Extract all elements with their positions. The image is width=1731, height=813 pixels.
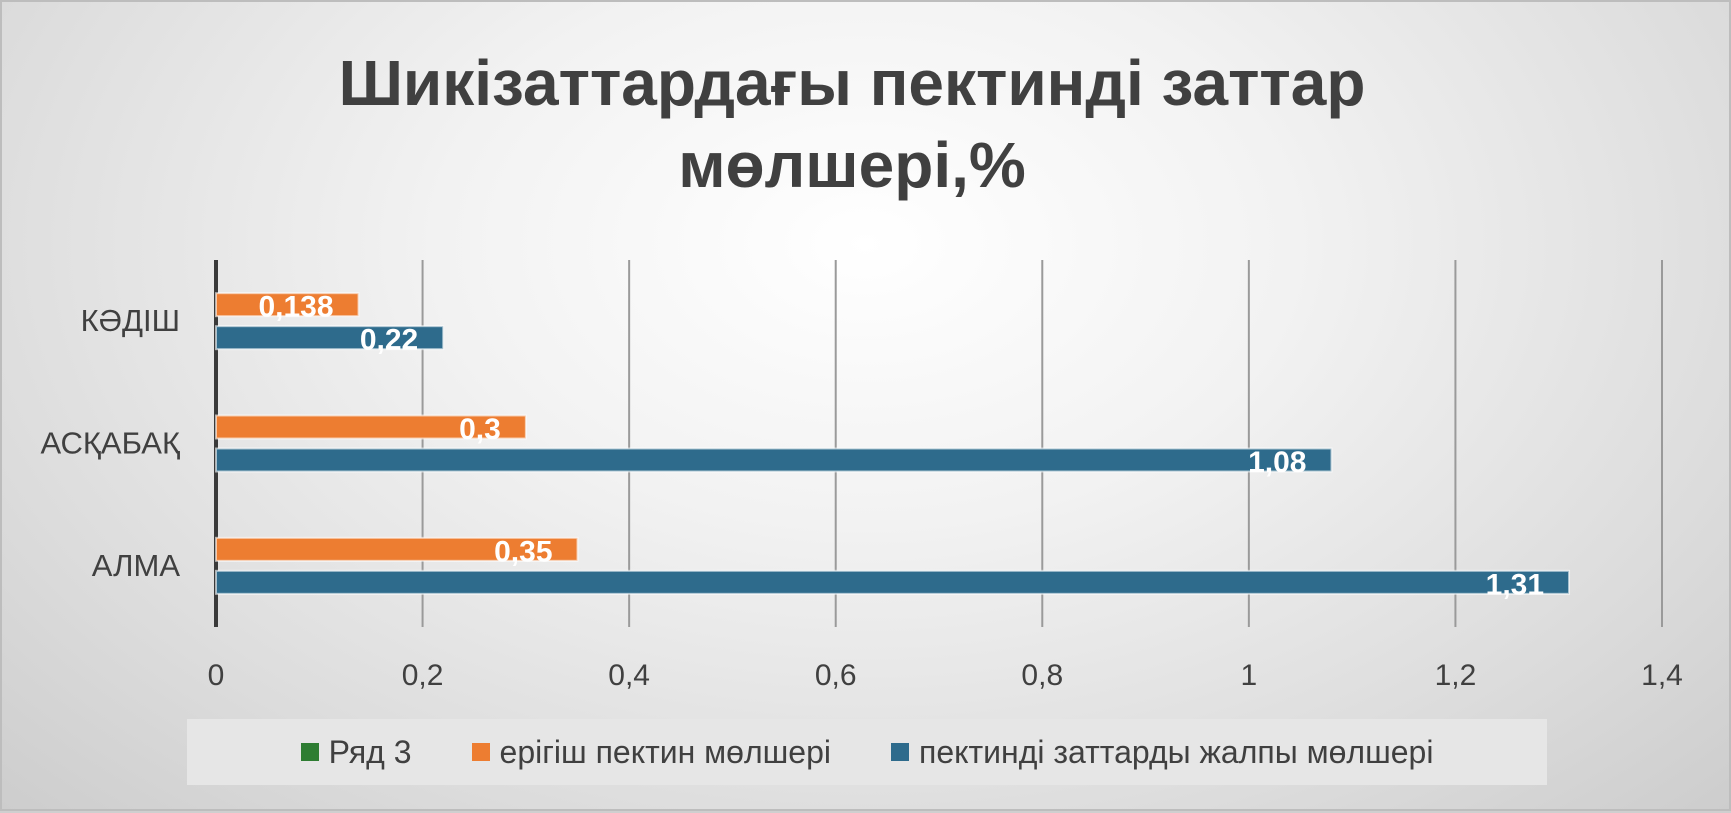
data-label: 0,138 (258, 291, 333, 324)
legend-item: пектинді заттарды жалпы мөлшері (891, 734, 1433, 771)
x-tick-label: 0,8 (1021, 659, 1063, 692)
bar (215, 325, 445, 351)
category-label: КӘДІШ (81, 303, 180, 338)
x-tick-label: 1,2 (1435, 659, 1477, 692)
data-label: 0,3 (459, 413, 501, 446)
legend-swatch (471, 743, 490, 761)
legend-item: ерігіш пектин мөлшері (471, 733, 831, 771)
bar (215, 447, 1333, 473)
x-tick-label: 1,4 (1641, 659, 1683, 692)
bar (215, 292, 360, 318)
legend-label: ерігіш пектин мөлшері (499, 733, 831, 770)
legend-swatch (891, 743, 909, 761)
data-label: 1,08 (1248, 446, 1306, 479)
legend: Ряд 3 ерігіш пектин мөлшері пектинді затта… (187, 719, 1547, 785)
chart-title: Шикізаттардағы пектинді заттар мөлшері,% (338, 47, 1366, 201)
x-tick-label: 0 (208, 659, 225, 692)
data-label: 0,22 (360, 324, 418, 357)
category-label: АЛМА (92, 548, 181, 583)
bar (215, 569, 1571, 595)
legend-label: Ряд 3 (328, 733, 412, 770)
x-tick-label: 0,6 (815, 659, 857, 692)
category-label: АСҚАБАҚ (40, 426, 180, 461)
legend-item: Ряд 3 (300, 733, 412, 771)
bar (215, 536, 579, 562)
x-tick-label: 0,2 (402, 659, 444, 692)
legend-label: пектинді заттарды жалпы мөлшері (919, 733, 1434, 770)
x-tick-label: 0,4 (608, 659, 650, 692)
bar (215, 414, 527, 440)
legend-swatch (300, 743, 319, 761)
data-label: 0,35 (494, 535, 552, 568)
x-tick-label: 1 (1241, 659, 1258, 692)
data-label: 1,31 (1486, 568, 1544, 601)
